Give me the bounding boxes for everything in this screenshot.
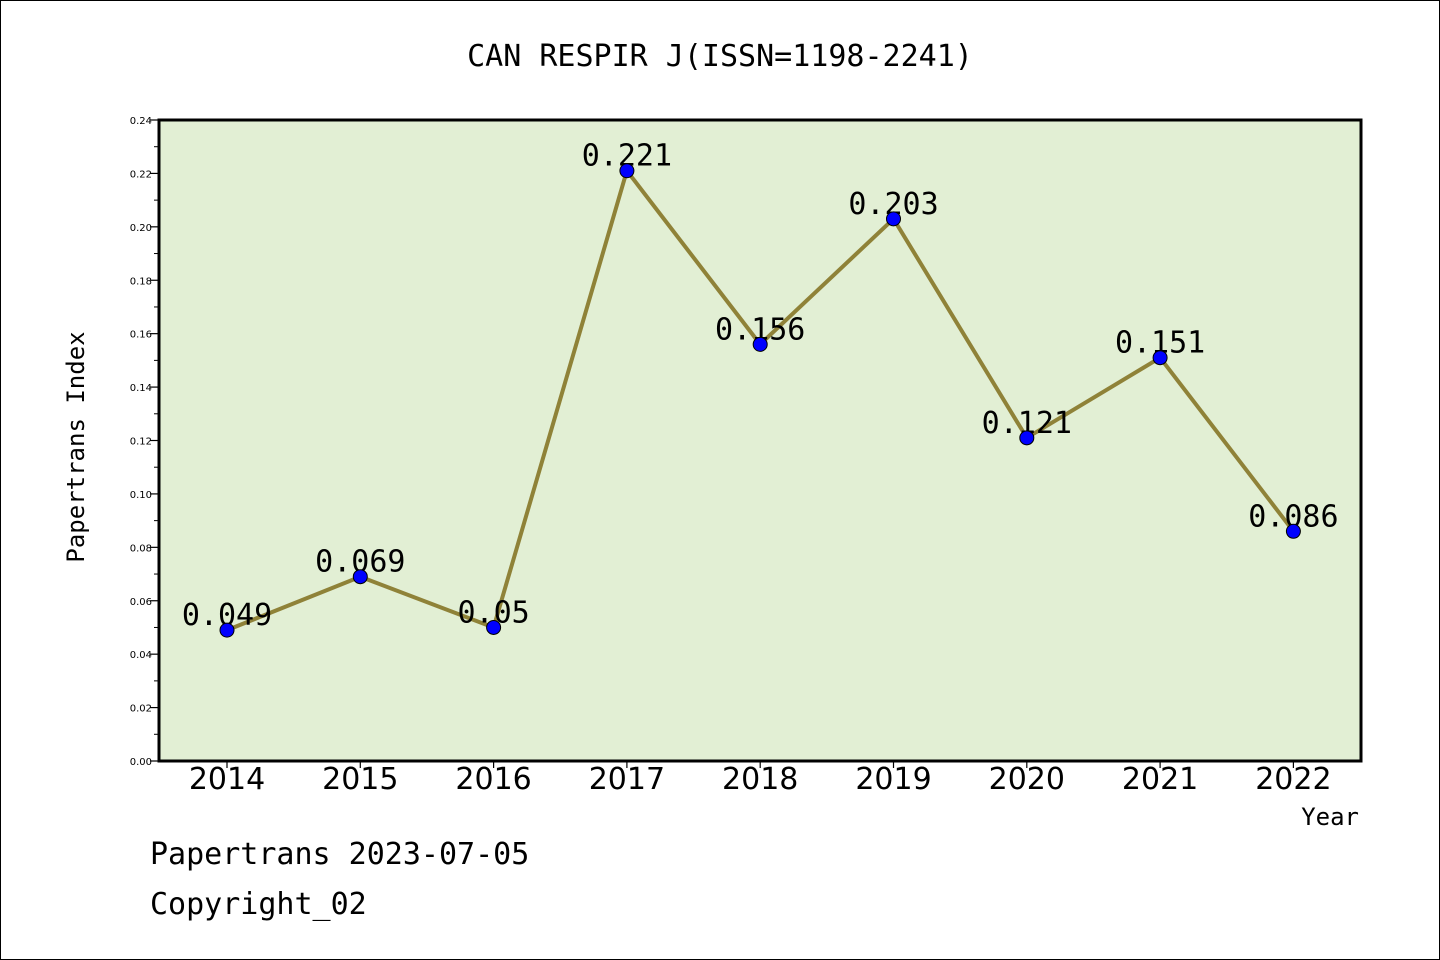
chart-title: CAN RESPIR J(ISSN=1198-2241) xyxy=(467,39,973,74)
x-tick-label: 2016 xyxy=(455,762,531,797)
x-tick-label: 2019 xyxy=(855,762,931,797)
y-tick-label: 0.02 xyxy=(130,704,152,715)
x-axis: 2014 2015 2016 2017 2018 2019 2020 2021 2022 xyxy=(189,761,1332,797)
data-point xyxy=(1285,523,1301,539)
y-tick-label: 0.04 xyxy=(130,650,152,661)
y-tick-label: 0.24 xyxy=(130,116,152,127)
data-point xyxy=(886,211,901,227)
y-tick-label: 0.12 xyxy=(130,437,152,448)
x-tick-label: 2020 xyxy=(989,762,1065,797)
y-tick-label: 0.06 xyxy=(130,597,152,608)
series-line-group: 0.0490.0690.050.2210.1560.2030.1210.1510… xyxy=(182,139,1339,638)
y-tick-label: 0.22 xyxy=(130,169,152,180)
x-axis-label: Year xyxy=(1301,803,1359,831)
x-tick-label: 2014 xyxy=(189,762,265,797)
footer-source: Papertrans 2023-07-05 xyxy=(150,837,529,872)
y-tick-label: 0.08 xyxy=(130,543,152,554)
data-point xyxy=(352,569,368,585)
x-tick-label: 2021 xyxy=(1122,762,1198,797)
y-tick-label: 0.10 xyxy=(130,490,152,501)
y-axis-label: Papertrans Index xyxy=(62,331,90,562)
plot-area xyxy=(157,118,1363,763)
y-tick-label: 0.16 xyxy=(130,330,152,341)
data-point xyxy=(486,619,502,635)
y-tick-label: 0.20 xyxy=(130,223,152,234)
data-point xyxy=(1019,430,1035,446)
y-tick-label: 0.18 xyxy=(130,276,152,287)
y-tick-label: 0.00 xyxy=(130,757,152,768)
x-tick-label: 2017 xyxy=(589,762,665,797)
data-point xyxy=(619,163,635,179)
data-point xyxy=(1152,350,1168,366)
y-axis: 0.00 0.02 0.04 0.06 0.08 0.10 0.12 0.14 0.16 0.18… xyxy=(130,116,159,768)
x-tick-label: 2015 xyxy=(322,762,398,797)
x-tick-label: 2022 xyxy=(1255,762,1331,797)
x-tick-label: 2018 xyxy=(722,762,798,797)
y-tick-label: 0.14 xyxy=(130,383,152,394)
footer-copyright: Copyright_02 xyxy=(150,887,367,922)
data-point xyxy=(752,336,768,352)
data-point xyxy=(219,622,235,638)
